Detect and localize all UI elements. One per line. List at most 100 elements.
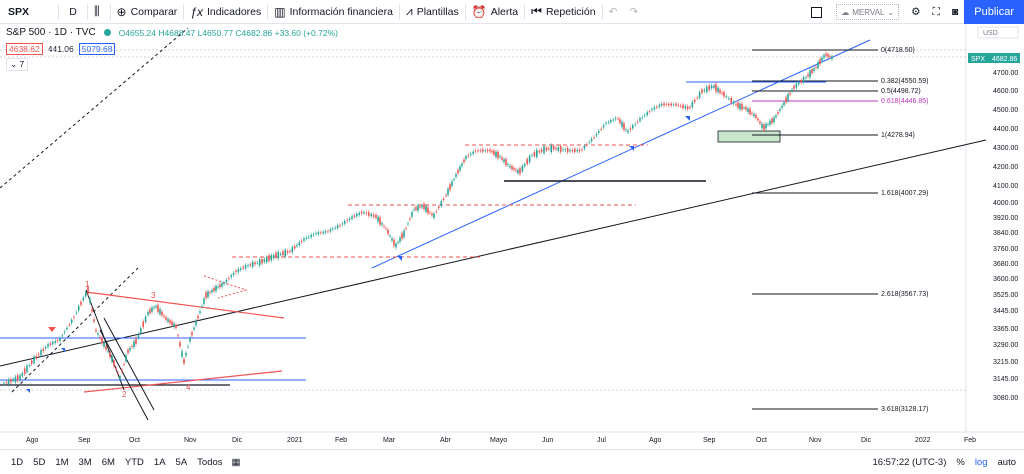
fullscreen-button[interactable]: ⛶ xyxy=(927,0,946,24)
candle-body xyxy=(725,96,728,97)
candle-body xyxy=(632,125,634,129)
candle-body xyxy=(183,358,185,364)
wave-line xyxy=(103,317,155,411)
candle-body xyxy=(663,103,665,106)
settings-button[interactable]: ⚙ xyxy=(905,0,926,24)
redo-icon: ↷ xyxy=(629,5,639,18)
candle-body xyxy=(249,264,252,266)
templates-button[interactable]: ⩘ Plantillas xyxy=(400,0,465,24)
alert-button[interactable]: ⏰ Alerta xyxy=(466,0,524,24)
timeframe-button[interactable]: 3M xyxy=(78,456,92,468)
candle-body xyxy=(149,309,151,314)
interval-button[interactable]: D xyxy=(69,5,77,18)
candle-body xyxy=(95,329,97,332)
candle-body xyxy=(713,85,715,88)
indicators-button[interactable]: ƒx Indicadores xyxy=(184,0,267,24)
candle-body xyxy=(451,181,453,187)
timeframe-button[interactable]: 1D xyxy=(11,456,24,468)
timeframe-button[interactable]: 6M xyxy=(101,456,115,468)
candle-body xyxy=(696,97,698,99)
time-tick: 2021 xyxy=(287,437,303,444)
candle-body xyxy=(467,155,470,157)
candle-body xyxy=(800,80,802,83)
candle-body xyxy=(215,286,217,292)
up-arrow-icon xyxy=(629,146,634,151)
replay-button[interactable]: ⏮ Repetición xyxy=(525,0,601,24)
candle-body xyxy=(240,268,242,270)
timeframe-button[interactable]: YTD xyxy=(124,456,144,468)
date-range-icon[interactable]: ▦ xyxy=(231,456,241,468)
candle-body xyxy=(501,157,503,160)
candle-body xyxy=(463,159,465,163)
price-tick: 3215.00 xyxy=(993,359,1018,366)
fib-label: 0.618(4446.85) xyxy=(881,98,928,105)
log-toggle[interactable]: log xyxy=(974,457,988,468)
candle-body xyxy=(339,225,341,227)
financials-button[interactable]: ▥ Información financiera xyxy=(268,0,399,24)
indicator-count: 7 xyxy=(19,59,25,69)
candle-body xyxy=(356,214,358,217)
undo-button[interactable]: ↶ xyxy=(603,0,624,24)
symbol-tag: SPX xyxy=(971,56,985,63)
snapshot-button[interactable]: ◙ xyxy=(946,0,964,24)
bid-price-button[interactable]: 4638.62 xyxy=(6,43,43,55)
timeframe-button[interactable]: 5A xyxy=(175,456,188,468)
layout-square-icon[interactable] xyxy=(811,6,823,18)
currency-select[interactable] xyxy=(977,26,1019,39)
candle-body xyxy=(735,104,737,105)
candle-body xyxy=(421,205,423,208)
candle-body xyxy=(99,337,101,338)
symbol-search[interactable]: SPX xyxy=(8,5,30,18)
candle-body xyxy=(237,269,240,272)
ask-price-button[interactable]: 5079.68 xyxy=(78,43,116,55)
candlestick-series xyxy=(3,51,833,387)
candle-body xyxy=(831,56,833,60)
candle-body xyxy=(123,364,125,366)
candle-body xyxy=(219,284,221,287)
price-chart[interactable]: 0(4718.50) 0.382(4550.59) 0.5(4498.72) 0… xyxy=(0,24,1024,449)
publish-button[interactable]: Publicar xyxy=(964,0,1024,24)
wave-support-line xyxy=(83,370,283,393)
fullscreen-icon: ⛶ xyxy=(932,5,940,18)
bar-style-button[interactable]: ⫼ xyxy=(88,0,110,24)
candle-body xyxy=(405,228,407,230)
indicators-collapse-button[interactable]: ⌄ 7 xyxy=(6,58,29,71)
percent-toggle[interactable]: % xyxy=(956,457,965,468)
timeframe-button[interactable]: 1M xyxy=(55,456,69,468)
candle-body xyxy=(747,108,749,113)
candle-body xyxy=(489,149,491,152)
timeframe-button[interactable]: Todos xyxy=(197,456,223,468)
candle-body xyxy=(10,379,12,383)
replay-icon: ⏮ xyxy=(531,4,542,18)
auto-toggle[interactable]: auto xyxy=(997,457,1017,468)
candle-body xyxy=(207,291,209,298)
price-tick: 4100.00 xyxy=(993,183,1018,190)
timeframe-button[interactable]: 1A xyxy=(153,456,166,468)
candle-body xyxy=(173,323,175,327)
candle-body xyxy=(493,150,495,155)
candle-body xyxy=(205,292,207,298)
candle-body xyxy=(289,251,291,252)
candle-body xyxy=(757,118,759,121)
candle-body xyxy=(403,230,405,238)
candle-body xyxy=(163,315,165,317)
candle-body xyxy=(142,321,144,328)
candle-body xyxy=(447,188,449,195)
candle-body xyxy=(23,368,26,374)
redo-button[interactable]: ↷ xyxy=(623,0,644,24)
candle-body xyxy=(244,265,247,269)
candle-body xyxy=(672,104,675,106)
time-tick: 2022 xyxy=(915,437,931,444)
series-title[interactable]: S&P 500 · 1D · TVC xyxy=(6,27,96,38)
timeframe-button[interactable]: 5D xyxy=(33,456,46,468)
candle-body xyxy=(641,117,644,119)
candle-body xyxy=(491,151,493,153)
divider xyxy=(464,3,466,20)
candle-body xyxy=(213,287,215,291)
candle-body xyxy=(550,145,552,152)
candle-body xyxy=(607,122,610,123)
compare-button[interactable]: ⊕ Comparar xyxy=(111,0,184,24)
candle-body xyxy=(470,153,472,155)
layout-name-select[interactable]: ☁ MERVAL ⌄ xyxy=(836,4,900,20)
clock[interactable]: 16:57:22 (UTC-3) xyxy=(872,457,947,468)
